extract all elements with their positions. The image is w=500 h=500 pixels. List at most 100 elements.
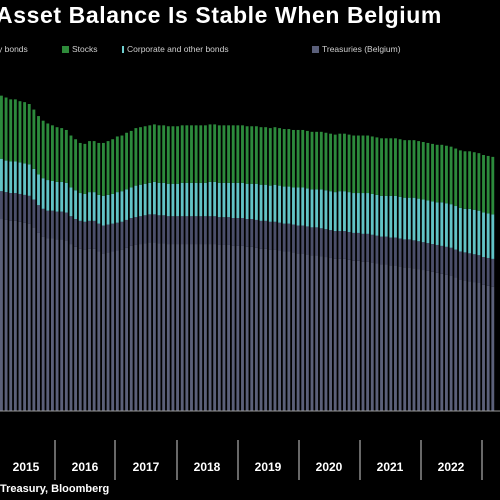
bar-segment-3-49 [227, 125, 231, 183]
legend-item-stocks: Stocks [62, 44, 98, 54]
bar-segment-3-77 [356, 135, 360, 194]
bar-segment-1-9 [41, 208, 45, 237]
bar-segment-3-101 [468, 151, 472, 209]
bar-segment-3-26 [120, 135, 124, 192]
bar-segment-1-93 [431, 244, 434, 272]
bar-segment-1-36 [166, 216, 170, 245]
x-tick-label-2019: 2019 [255, 460, 282, 474]
bar-segment-0-30 [139, 244, 142, 411]
bar-segment-0-55 [254, 247, 258, 411]
bar-segment-3-44 [203, 125, 207, 183]
bar-segment-0-61 [282, 251, 286, 411]
bar-segment-2-13 [60, 181, 64, 212]
bar-segment-2-95 [440, 202, 444, 246]
bar-segment-3-24 [111, 139, 115, 194]
bar-segment-1-106 [491, 258, 495, 287]
bar-segment-2-44 [203, 182, 207, 217]
bar-segment-2-43 [199, 182, 203, 217]
bar-segment-0-81 [375, 263, 379, 411]
bar-segment-3-68 [315, 131, 319, 190]
legend-swatch-corporate [122, 45, 124, 53]
bar-segment-3-83 [384, 138, 388, 196]
bar-segment-3-45 [208, 124, 212, 182]
bar-segment-1-94 [435, 244, 439, 273]
bar-segment-0-22 [101, 253, 105, 411]
bar-segment-3-12 [55, 127, 59, 182]
legend-item-corporate: Corporate and other bonds [122, 44, 229, 54]
bar-segment-1-44 [203, 216, 207, 245]
bar-segment-3-84 [389, 138, 393, 196]
bar-segment-2-34 [157, 182, 161, 216]
bar-segment-3-61 [282, 129, 286, 187]
bar-segment-3-60 [278, 128, 281, 186]
bar-segment-0-20 [92, 248, 96, 411]
bar-segment-3-1 [4, 97, 8, 161]
bar-segment-1-81 [375, 235, 379, 264]
bar-segment-1-4 [18, 193, 22, 222]
bar-segment-2-94 [435, 202, 439, 245]
bar-segment-3-47 [217, 125, 221, 183]
bar-segment-3-69 [319, 131, 323, 190]
bar-segment-1-12 [55, 211, 59, 240]
bar-segment-3-73 [338, 133, 342, 192]
bar-segment-2-3 [13, 161, 17, 194]
legend-swatch-stocks [62, 45, 69, 53]
bar-segment-0-47 [217, 244, 221, 411]
bar-segment-0-102 [472, 282, 476, 411]
bar-segment-2-90 [417, 198, 421, 242]
bar-segment-3-39 [180, 125, 184, 183]
bar-segment-0-59 [273, 249, 277, 411]
bar-segment-3-103 [477, 153, 481, 211]
bar-segment-1-71 [329, 230, 332, 258]
bar-segment-1-82 [380, 236, 383, 265]
bar-segment-0-76 [352, 260, 356, 411]
bar-segment-2-32 [148, 182, 152, 215]
bar-segment-0-67 [310, 255, 314, 411]
bar-segment-3-15 [69, 135, 73, 188]
bar-segment-0-94 [435, 272, 439, 411]
bar-segment-3-70 [324, 132, 328, 191]
bar-segment-0-2 [9, 220, 13, 411]
bars-layer [0, 95, 495, 412]
bar-segment-2-85 [394, 195, 397, 238]
bar-segment-0-72 [333, 258, 337, 411]
bar-segment-0-0 [0, 219, 3, 411]
bar-segment-1-52 [241, 218, 244, 246]
bar-segment-3-13 [60, 128, 64, 182]
bar-segment-1-11 [50, 210, 54, 239]
bar-segment-3-37 [171, 126, 175, 184]
bar-segment-2-45 [208, 181, 212, 217]
bar-segment-3-104 [482, 155, 485, 213]
bar-segment-2-69 [319, 189, 323, 229]
bar-segment-2-74 [343, 191, 346, 232]
bar-segment-3-100 [463, 151, 467, 209]
bar-segment-3-92 [426, 142, 430, 201]
bar-segment-2-56 [259, 184, 263, 221]
bar-segment-1-0 [0, 191, 3, 219]
bar-segment-1-18 [83, 221, 87, 250]
bar-segment-1-42 [194, 216, 198, 245]
bar-segment-2-76 [352, 193, 356, 233]
bar-segment-1-70 [324, 229, 328, 258]
bar-segment-1-26 [120, 221, 124, 250]
bar-segment-3-8 [37, 116, 40, 175]
bar-segment-0-63 [292, 252, 295, 411]
x-tick-label-2020: 2020 [316, 460, 343, 474]
bar-segment-1-89 [412, 240, 416, 269]
bar-segment-0-101 [468, 281, 472, 411]
bar-segment-0-33 [152, 242, 156, 411]
bar-segment-2-60 [278, 185, 281, 223]
bar-segment-2-93 [431, 201, 434, 245]
bar-segment-0-88 [407, 267, 411, 411]
bar-segment-1-101 [468, 253, 472, 282]
bar-segment-2-67 [310, 189, 314, 228]
bar-segment-0-15 [69, 244, 73, 411]
bar-segment-3-7 [32, 109, 36, 169]
bar-segment-2-83 [384, 195, 388, 237]
bar-segment-1-40 [185, 216, 189, 245]
bar-segment-3-74 [343, 133, 346, 192]
bar-segment-2-78 [361, 193, 365, 234]
bar-segment-1-14 [64, 212, 68, 241]
bar-segment-2-105 [486, 213, 490, 258]
bar-segment-3-3 [13, 99, 17, 162]
